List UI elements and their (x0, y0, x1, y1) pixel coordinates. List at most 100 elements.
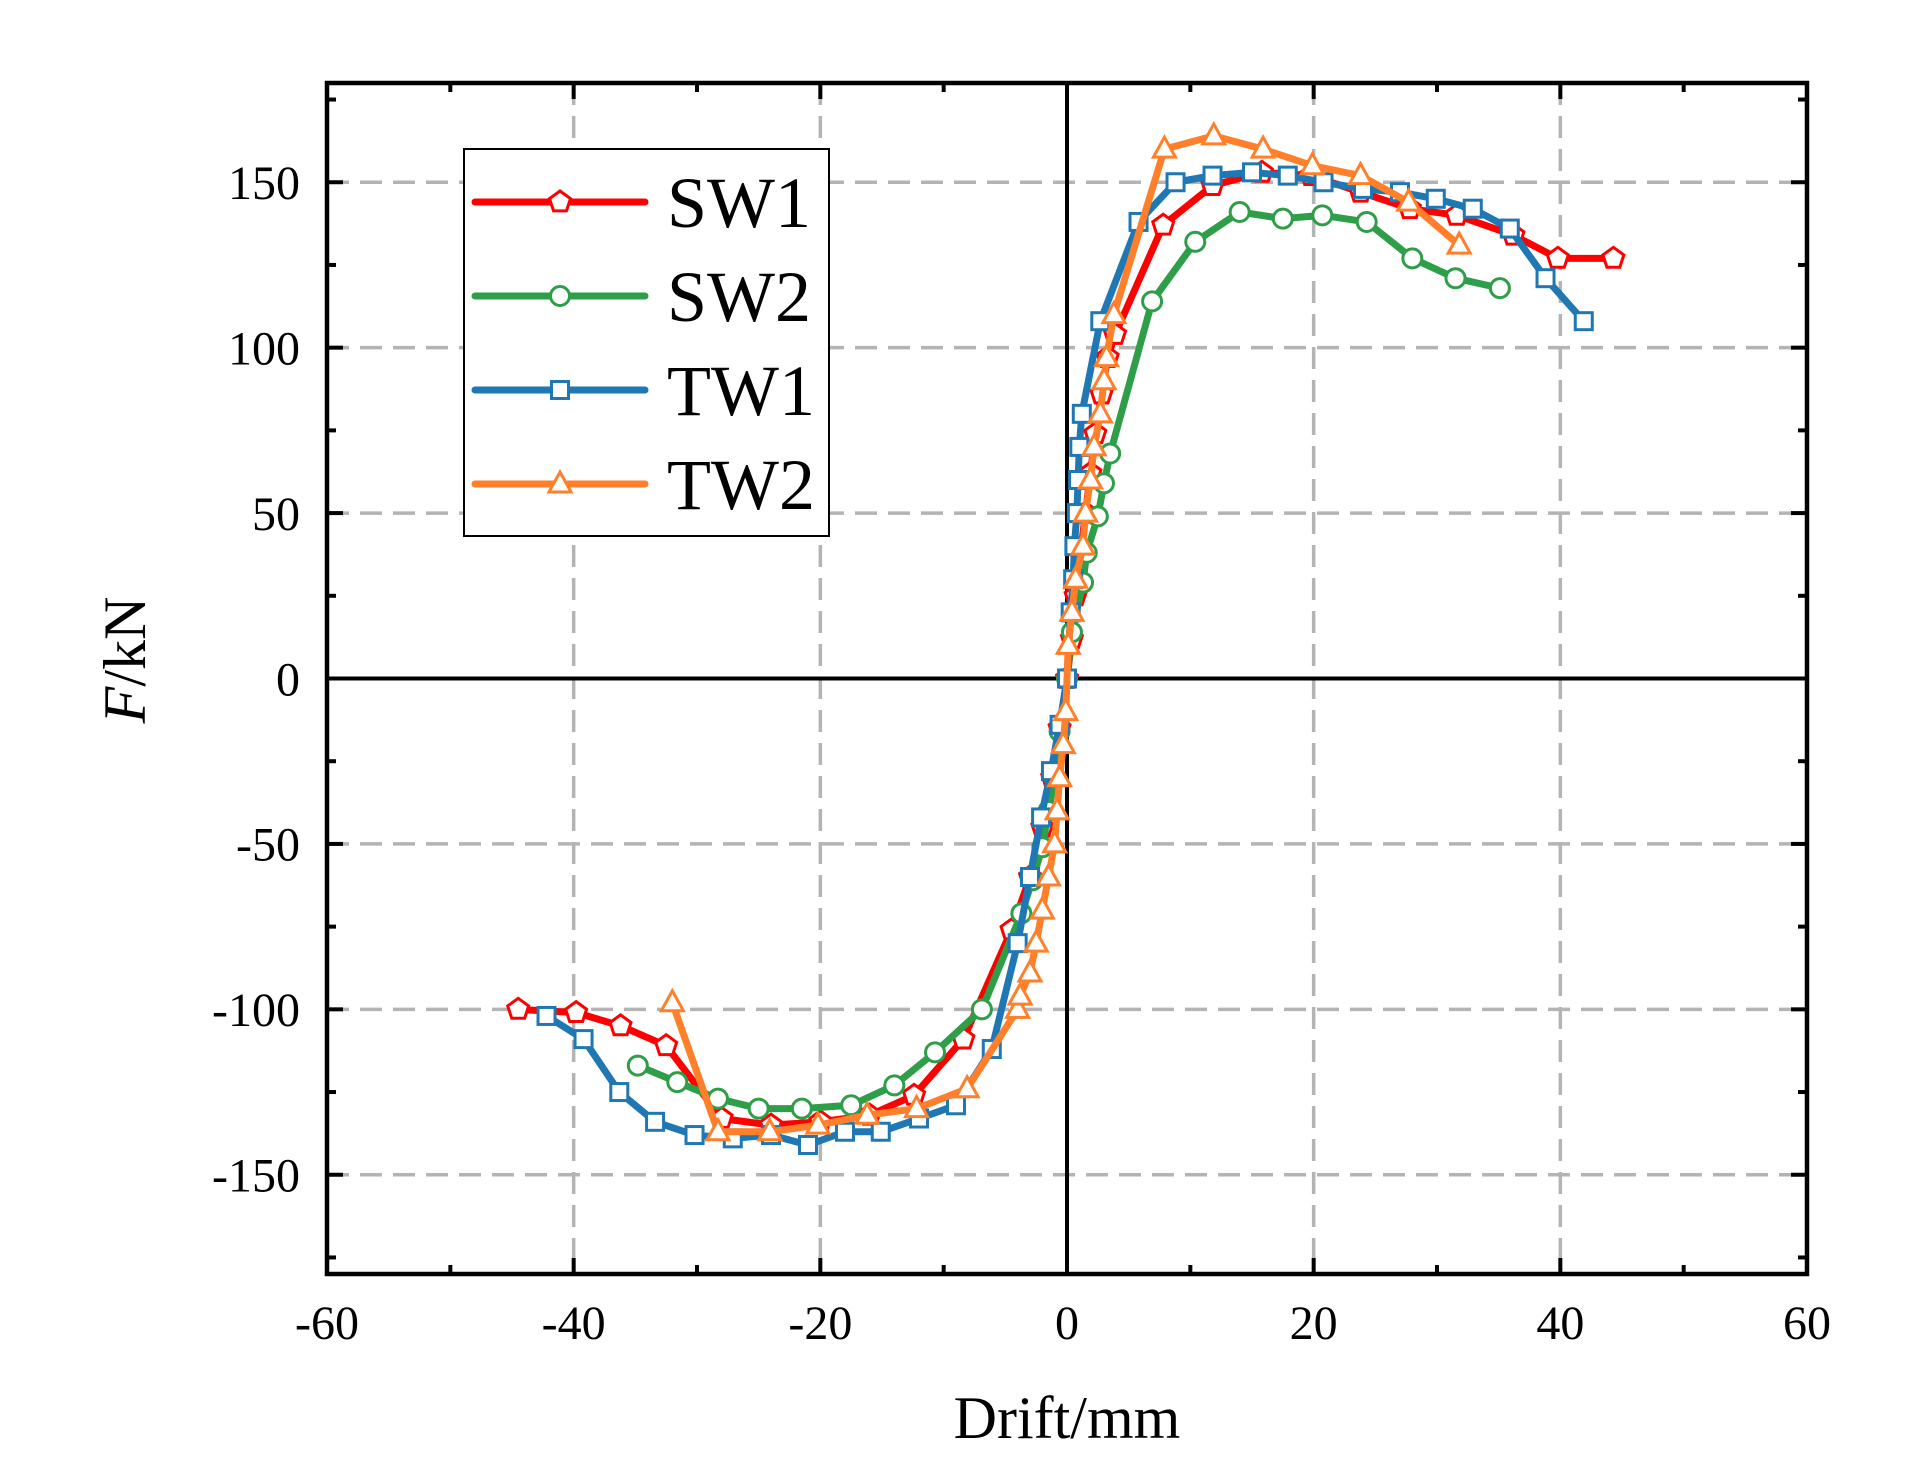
x-tick-label: -20 (788, 1297, 852, 1350)
tw2-point (1016, 957, 1044, 983)
legend-label-sw1: SW1 (667, 163, 811, 243)
tw1-point (536, 1005, 557, 1026)
sw2-point (970, 998, 993, 1021)
sw1-point (608, 1013, 633, 1037)
y-tick-label: 150 (228, 157, 300, 210)
tw2-point (1022, 928, 1050, 953)
tw2-point (1150, 134, 1178, 159)
tw2-point (756, 1116, 784, 1142)
legend-label-sw2: SW2 (667, 257, 811, 337)
tw2-point (1034, 861, 1063, 887)
tw1-point (946, 1095, 966, 1116)
sw2-point (790, 1097, 813, 1120)
tw1-point (1202, 165, 1223, 186)
sw1-point (1545, 245, 1571, 269)
legend-entry-tw1: TW1 (471, 351, 815, 431)
tw2-point (1052, 696, 1080, 722)
sw2-point (1401, 247, 1424, 270)
x-tick-label: 0 (1055, 1297, 1079, 1350)
tw1-point (870, 1121, 891, 1142)
tw2-point (1445, 229, 1473, 255)
tw2-point (853, 1100, 881, 1125)
tw2-point (1080, 431, 1108, 457)
tw1-point (1007, 933, 1028, 954)
tw2-point (1346, 160, 1375, 186)
tw2-point (1092, 342, 1121, 368)
tw1-point (1573, 311, 1594, 332)
y-tick-label: -50 (236, 819, 300, 872)
tw1-point (1462, 198, 1483, 219)
sw2-point (666, 1071, 689, 1094)
tw2-point (1069, 531, 1097, 556)
tw2-point (1046, 762, 1074, 788)
y-tick-labels: -150 -100 -50 0 50 100 150 (212, 157, 300, 1203)
tw1-point (609, 1082, 630, 1103)
y-tick-label: 100 (228, 322, 300, 375)
legend-marker-sw2 (549, 285, 571, 307)
tw1-point (1020, 867, 1040, 887)
sw2-point (1271, 207, 1294, 230)
legend-label-tw2: TW2 (667, 445, 815, 525)
sw1-point (1601, 245, 1626, 269)
tw1-point (1313, 172, 1334, 193)
y-tick-label: -100 (212, 984, 300, 1037)
tw1-point (1535, 268, 1556, 289)
y-tick-label: -150 (212, 1150, 300, 1203)
sw2-point (1355, 210, 1378, 233)
sw2-point (1444, 267, 1467, 290)
x-axis-title: Drift/mm (954, 1385, 1181, 1451)
legend-box (463, 148, 830, 537)
tw1-point (798, 1134, 818, 1155)
sw2-point (1141, 290, 1164, 313)
tw1-point (645, 1111, 666, 1132)
sw2-point (1184, 230, 1207, 253)
tw1-point (1165, 172, 1186, 193)
tw2-point (902, 1093, 931, 1119)
x-tick-label: 20 (1290, 1297, 1338, 1350)
tw2-point (1054, 630, 1082, 655)
sw2-point (1311, 204, 1334, 227)
tw2-point (1086, 398, 1114, 424)
x-tick-label: -40 (542, 1297, 606, 1350)
tw2-point (953, 1073, 981, 1099)
tw1-point (573, 1029, 594, 1050)
legend-entry-sw2: SW2 (471, 257, 811, 337)
sw2-point (924, 1041, 947, 1064)
y-tick-label: 0 (276, 653, 300, 706)
tw1-point (1071, 403, 1092, 424)
series-tw2 (658, 120, 1473, 1142)
y-axis-title: F/kN (92, 597, 158, 725)
tw1-point (1425, 188, 1446, 209)
tw2-point (804, 1110, 832, 1135)
tw2-point (1058, 597, 1086, 622)
legend-marker-tw2 (546, 468, 574, 494)
tw2-point (1071, 497, 1100, 523)
sw2-point (840, 1094, 863, 1117)
sw2-point (747, 1097, 770, 1120)
tw2-point (1100, 299, 1128, 325)
tw2-point (1062, 564, 1090, 589)
tw2-point (1049, 729, 1077, 755)
tw2-point (1006, 980, 1034, 1006)
sw2-point (1488, 277, 1511, 300)
y-axis-symbol: F (92, 685, 158, 724)
y-axis-unit: /kN (92, 597, 158, 687)
sw1-point (653, 1032, 679, 1057)
tw2-point (1200, 120, 1228, 146)
legend-entry-sw1: SW1 (471, 163, 811, 243)
x-tick-labels: -60 -40 -20 0 20 40 60 (295, 1297, 1831, 1350)
tw1-point (1277, 165, 1298, 186)
sw2-point (626, 1054, 649, 1077)
sw2-point (1228, 201, 1251, 224)
tw2-point (1028, 894, 1056, 920)
tw2-point (658, 987, 686, 1013)
legend: SW1 SW2 TW1 TW2 (463, 148, 830, 537)
legend-label-tw1: TW1 (667, 351, 815, 431)
sw1-point (563, 999, 589, 1024)
tw1-point (1499, 218, 1520, 239)
y-tick-label: 50 (252, 488, 300, 541)
sw2-point (883, 1074, 906, 1097)
sw1-point (505, 996, 531, 1020)
